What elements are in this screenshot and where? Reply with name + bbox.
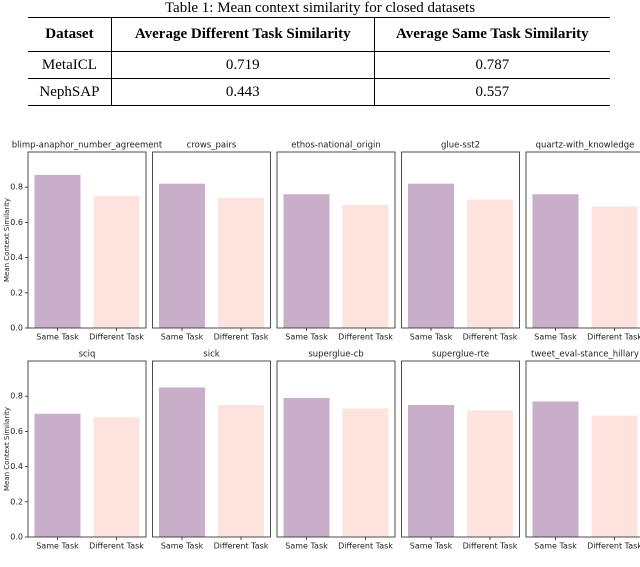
bar <box>407 183 455 328</box>
y-tick-label: 0.8 <box>10 183 23 192</box>
x-tick-label: Different Task <box>463 333 518 342</box>
y-tick-label: 0.6 <box>10 218 23 227</box>
x-tick-label: Same Task <box>285 542 328 551</box>
header-row: Dataset Average Different Task Similarit… <box>28 17 610 52</box>
axes-frame <box>27 360 147 538</box>
bar <box>217 197 265 328</box>
row: NephSAP 0.443 0.557 <box>28 78 610 106</box>
chart-title: superglue-cb <box>308 350 363 360</box>
bar <box>158 183 206 328</box>
bar <box>342 408 389 537</box>
x-tick-label: Different Task <box>89 542 144 551</box>
axes-frame <box>152 360 271 538</box>
axes-frame <box>276 360 396 538</box>
y-tick-label: 0.0 <box>10 533 23 542</box>
y-tick-label: 0.0 <box>10 324 23 333</box>
bar <box>407 405 455 537</box>
axes-frame <box>276 151 396 329</box>
bar <box>93 196 140 328</box>
chart-title: quartz-with_knowledge <box>536 141 635 151</box>
y-axis-label: Mean Context Similarity <box>3 198 11 282</box>
cell: NephSAP <box>39 83 100 100</box>
chart-title: sciq <box>79 350 96 360</box>
x-tick-label: Same Task <box>36 542 79 551</box>
cell: MetaICL <box>41 56 97 73</box>
x-tick-label: Different Task <box>89 333 144 342</box>
x-tick-label: Different Task <box>338 333 393 342</box>
x-tick-label: Different Task <box>214 542 269 551</box>
chart-title: ethos-national_origin <box>291 141 381 151</box>
bar <box>217 405 265 537</box>
cell: 0.787 <box>373 51 610 79</box>
x-tick-label: Same Task <box>285 333 328 342</box>
axes-frame <box>525 360 640 538</box>
x-tick-label: Different Task <box>587 542 640 551</box>
header-cell: Average Different Task Similarity <box>110 17 375 52</box>
header-cell: Dataset <box>45 26 94 42</box>
cell: 0.557 <box>373 78 610 106</box>
chart-title: crows_pairs <box>187 141 237 151</box>
y-tick-label: 0.4 <box>10 253 23 262</box>
x-tick-label: Same Task <box>161 542 204 551</box>
bar <box>34 174 81 328</box>
x-tick-label: Same Task <box>410 542 453 551</box>
x-tick-label: Same Task <box>161 333 204 342</box>
bar <box>158 387 206 537</box>
bar <box>532 194 579 328</box>
x-tick-label: Same Task <box>36 333 79 342</box>
bar <box>34 413 81 537</box>
table: Dataset Average Different Task Similarit… <box>28 17 610 106</box>
chart-title: sick <box>203 350 219 360</box>
y-axis-label: Mean Context Similarity <box>3 407 11 491</box>
x-tick-label: Different Task <box>587 333 640 342</box>
bar <box>466 199 514 328</box>
cell: 0.443 <box>110 78 375 106</box>
bar <box>342 204 389 328</box>
bar <box>591 206 638 328</box>
y-tick-label: 0.8 <box>10 392 23 401</box>
bar <box>283 397 330 537</box>
bar <box>93 417 140 537</box>
bar <box>532 401 579 537</box>
x-tick-label: Same Task <box>534 333 577 342</box>
chart-title: blimp-anaphor_number_agreement <box>12 141 163 151</box>
x-tick-label: Different Task <box>214 333 269 342</box>
axes-frame <box>525 151 640 329</box>
chart-title: glue-sst2 <box>441 141 480 151</box>
chart-title: superglue-rte <box>432 350 489 360</box>
table-caption: Table 1: Mean context similarity for clo… <box>164 0 476 16</box>
x-tick-label: Same Task <box>410 333 453 342</box>
axes-frame <box>152 151 271 329</box>
axes-frame <box>27 151 147 329</box>
row: MetaICL 0.719 0.787 <box>28 51 610 79</box>
y-tick-label: 0.4 <box>10 462 23 471</box>
header-cell: Average Same Task Similarity <box>373 17 610 52</box>
bar <box>591 415 638 537</box>
chart-title: tweet_eval-stance_hillary <box>531 350 639 360</box>
x-tick-label: Different Task <box>338 542 393 551</box>
y-tick-label: 0.2 <box>10 288 23 297</box>
y-tick-label: 0.6 <box>10 427 23 436</box>
x-tick-label: Same Task <box>534 542 577 551</box>
axes-frame <box>401 151 520 329</box>
x-tick-label: Different Task <box>463 542 518 551</box>
y-tick-label: 0.2 <box>10 497 23 506</box>
axes-frame <box>401 360 520 538</box>
bar <box>466 410 514 537</box>
cell: 0.719 <box>110 51 375 79</box>
bar <box>283 194 330 328</box>
